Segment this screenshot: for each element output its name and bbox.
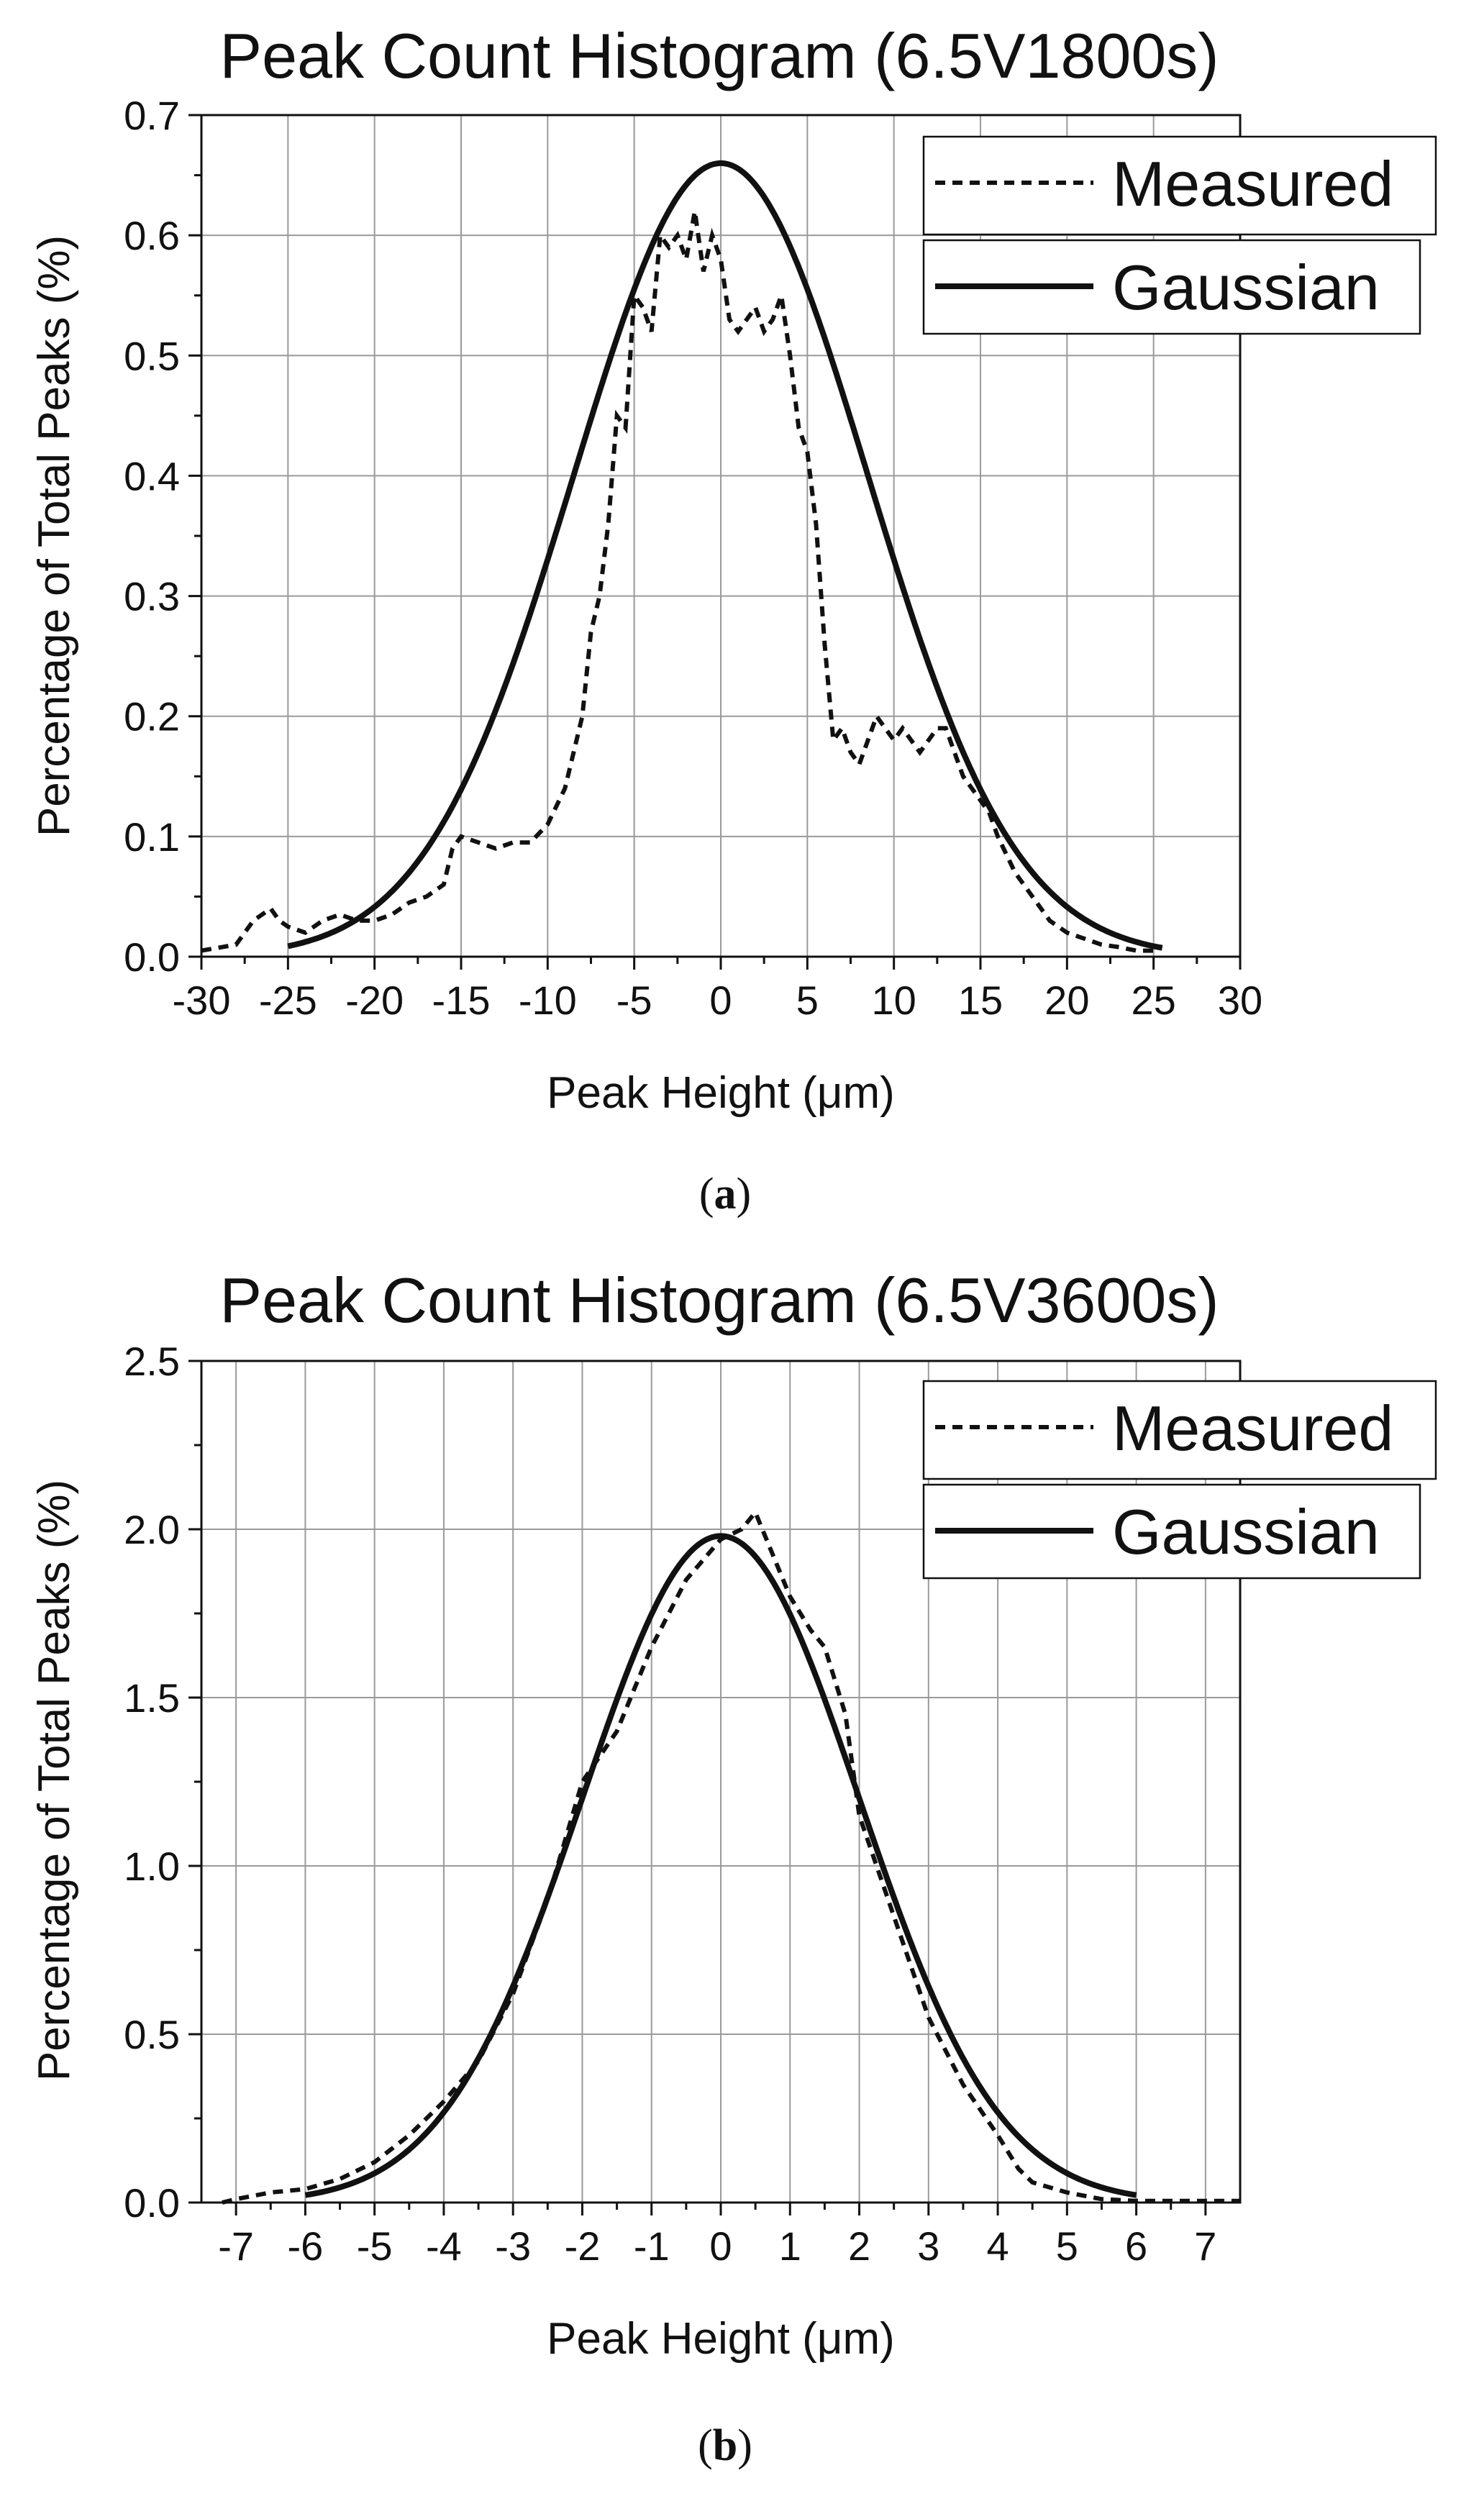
chart-b-ytick-label-0: 0.0 <box>124 2180 180 2226</box>
chart-a-ytick-label-7: 0.7 <box>124 93 180 138</box>
chart-b-title: Peak Count Histogram (6.5V3600s) <box>219 1265 1219 1336</box>
chart-b-ytick-label-3: 1.5 <box>124 1675 180 1721</box>
chart-b-legend-measured-label: Measured <box>1112 1393 1393 1464</box>
chart-b-xtick-label-14: 7 <box>1194 2223 1216 2269</box>
chart-a-legend-measured-box <box>922 135 1437 236</box>
chart-b-xtick-label-8: 1 <box>779 2223 801 2269</box>
chart-b-xtick-label-3: -4 <box>426 2223 462 2269</box>
chart-a-xtick-label-1: -25 <box>259 978 317 1023</box>
chart-a-xtick-label-2: -20 <box>345 978 404 1023</box>
chart-b-ytick-label-4: 2.0 <box>124 1507 180 1552</box>
chart-a-legend: Measured Gaussian <box>922 135 1437 335</box>
chart-a-xtick-label-0: -30 <box>173 978 231 1023</box>
chart-a-caption-letter: a <box>714 1170 737 1219</box>
chart-a-xtick-label-10: 20 <box>1044 978 1089 1023</box>
chart-b-xtick-label-0: -7 <box>218 2223 254 2269</box>
chart-a-ylabel: Percentage of Total Peaks (%) <box>29 235 79 837</box>
chart-a-ytick-label-0: 0.0 <box>124 934 180 980</box>
chart-b-xtick-label-13: 6 <box>1125 2223 1147 2269</box>
chart-b-xlabel: Peak Height (μm) <box>547 2314 895 2364</box>
chart-a-ytick-label-1: 0.1 <box>124 814 180 860</box>
chart-a-xtick-label-12: 30 <box>1218 978 1262 1023</box>
chart-panel-b: Peak Count Histogram (6.5V3600s) -7 -6 -5-… <box>29 1265 1437 2470</box>
chart-a-ytick-label-3: 0.3 <box>124 574 180 619</box>
chart-a-ytick-label-6: 0.6 <box>124 213 180 258</box>
chart-a-legend-gaussian-label: Gaussian <box>1112 252 1380 323</box>
chart-b-xtick-label-9: 2 <box>848 2223 870 2269</box>
chart-b-gaussian-line <box>304 1533 1137 2198</box>
chart-a-xtick-label-5: -5 <box>616 978 652 1023</box>
chart-a-xtick-label-3: -15 <box>432 978 491 1023</box>
chart-b-xtick-label-2: -5 <box>357 2223 393 2269</box>
chart-a-ytick-label-4: 0.4 <box>124 453 180 498</box>
chart-a-title: Peak Count Histogram (6.5V1800s) <box>219 20 1219 91</box>
chart-b-xtick-label-4: -3 <box>495 2223 531 2269</box>
chart-a-legend-measured-label: Measured <box>1112 148 1393 219</box>
chart-a-xtick-label-7: 5 <box>796 978 819 1023</box>
chart-a-caption: (a) <box>699 1170 751 1219</box>
chart-b-xtick-label-5: -2 <box>565 2223 601 2269</box>
chart-b-legend-gaussian-label: Gaussian <box>1112 1496 1380 1567</box>
chart-a-measured-line <box>201 211 1154 953</box>
chart-a-xlabel: Peak Height (μm) <box>547 1068 895 1118</box>
chart-a-xtick-label-9: 15 <box>958 978 1003 1023</box>
chart-b-caption-letter: b <box>713 2421 737 2470</box>
chart-b-ytick-label-2: 1.0 <box>124 1844 180 1889</box>
chart-b-ytick-label-5: 2.5 <box>124 1339 180 1384</box>
chart-a-axes-ticks: -30 -25 -20 -15 -10 -5 0 5 10 15 20 25 30 0.0 0.1 0.2 0.… <box>124 93 1262 1023</box>
chart-b-xtick-label-7: 0 <box>709 2223 732 2269</box>
chart-a-xtick-label-11: 25 <box>1132 978 1176 1023</box>
chart-b-xtick-label-11: 4 <box>986 2223 1009 2269</box>
chart-b-legend: Measured Gaussian <box>922 1380 1437 1580</box>
chart-b-legend-gaussian-box <box>922 1483 1421 1580</box>
chart-a-xtick-label-8: 10 <box>872 978 916 1023</box>
chart-panel-a: Peak Count Histogram (6.5V1800s) -30 -25-… <box>29 20 1437 1219</box>
chart-b-ylabel: Percentage of Total Peaks (%) <box>29 1480 79 2081</box>
chart-a-ytick-label-2: 0.2 <box>124 694 180 739</box>
chart-a-xtick-label-4: -10 <box>519 978 577 1023</box>
chart-a-ytick-label-5: 0.5 <box>124 333 180 378</box>
chart-b-xtick-label-6: -1 <box>634 2223 670 2269</box>
chart-a-gaussian-line <box>287 160 1163 951</box>
chart-b-measured-line <box>222 1508 1240 2205</box>
chart-b-axes-ticks: -7 -6 -5 -4 -3 -2 -1 0 1 2 3 4 5 6 7 0.0 0.5 1.0 1.5 2.0 2.5 <box>124 1339 1216 2269</box>
chart-b-ytick-label-1: 0.5 <box>124 2012 180 2057</box>
chart-b-xtick-label-1: -6 <box>288 2223 324 2269</box>
chart-b-xtick-label-10: 3 <box>917 2223 939 2269</box>
chart-b-caption: (b) <box>698 2421 752 2470</box>
chart-b-xtick-label-12: 5 <box>1056 2223 1078 2269</box>
chart-a-xtick-label-6: 0 <box>709 978 732 1023</box>
chart-b-legend-measured-box <box>922 1380 1437 1480</box>
